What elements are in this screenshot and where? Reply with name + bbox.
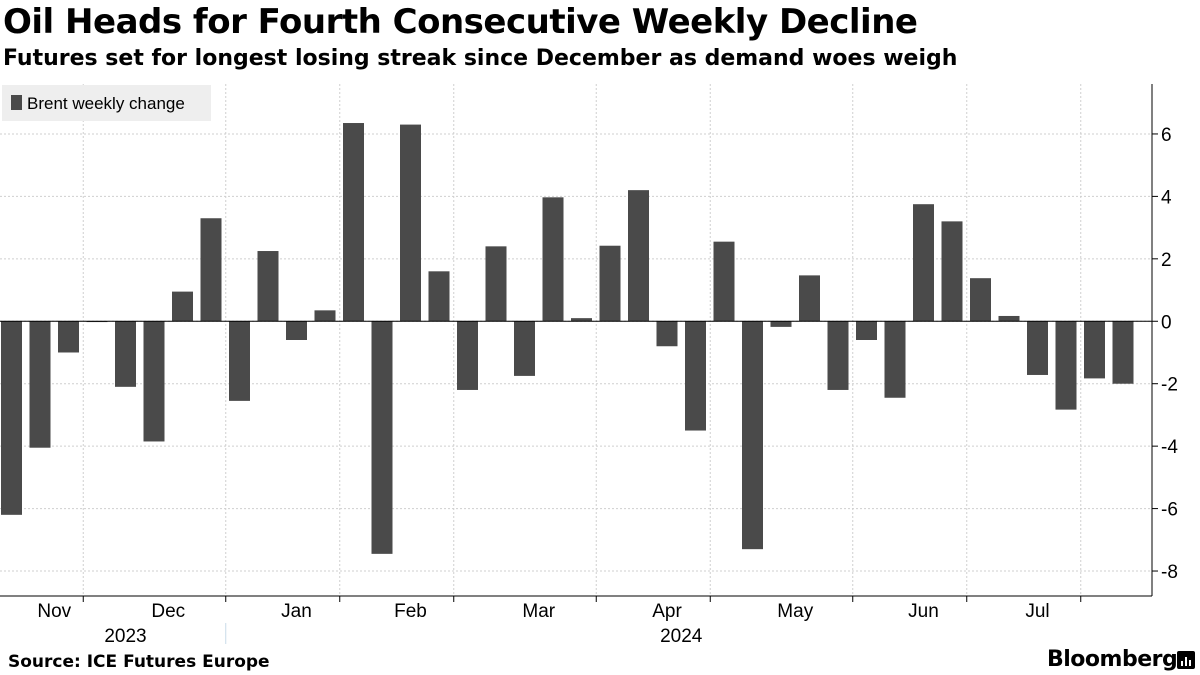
bar [371,321,393,554]
bar [685,321,706,431]
bar [200,218,222,322]
year-label: 2024 [660,626,703,647]
bar [884,321,906,398]
bar [58,321,79,353]
legend-background [2,85,211,121]
bar [1055,321,1077,410]
x-tick-label: Jan [281,601,312,622]
bar [1112,321,1134,384]
bar [998,315,1020,322]
bar [770,321,792,327]
y-tick-label: -6 [1161,500,1178,521]
bar [599,245,621,322]
bar [1027,321,1048,375]
axis-labels: 6 4 2 0 -2 -4 -6 -8 Nov Dec Jan Feb Mar Apr May Jun Jul 2… [37,125,1178,647]
chart-title: Oil Heads for Fourth Consecutive Weekly … [3,2,918,42]
x-tick-label: Nov [37,601,71,622]
x-tick-label: Jun [908,601,939,622]
y-tick-label: -2 [1161,375,1178,396]
bar [742,321,763,550]
axes [0,84,1158,644]
bar [827,321,849,390]
legend-swatch-brent [11,95,22,110]
bar [229,321,250,401]
bars [1,123,1134,554]
x-tick-label: Apr [652,601,682,622]
source-note: Source: ICE Futures Europe [8,652,270,672]
bar [656,321,678,347]
year-label: 2023 [104,626,146,647]
bloomberg-terminal-icon [1177,651,1195,669]
bar [143,321,165,442]
bar [314,310,336,322]
bar [913,204,934,322]
bar [941,221,963,322]
bar [343,123,364,322]
legend: Brent weekly change [2,85,211,121]
x-tick-label: Mar [522,601,555,622]
bar [856,321,877,340]
bar [115,321,136,387]
y-tick-label: 4 [1161,187,1172,208]
bar [457,321,478,390]
bar [257,251,279,322]
chart-subtitle: Futures set for longest losing streak si… [3,46,958,71]
bar [1084,321,1105,379]
bloomberg-logo: Bloomberg [1047,647,1178,672]
y-tick-label: -4 [1161,437,1178,458]
y-tick-label: 0 [1161,312,1172,333]
y-tick-label: -8 [1161,562,1178,583]
bar [400,124,421,322]
x-tick-label: Feb [394,601,427,622]
bar [1,321,22,515]
bar [172,291,193,322]
bar [542,197,564,322]
bar [514,321,535,376]
y-tick-label: 6 [1161,125,1172,146]
bar [970,278,991,322]
bar [713,241,735,322]
x-tick-label: Dec [151,601,185,622]
bar [799,275,820,322]
bar [571,318,592,322]
bar [29,321,51,448]
x-tick-label: Jul [1025,601,1049,622]
legend-label-brent: Brent weekly change [27,94,185,113]
x-tick-label: May [777,601,813,622]
bar [485,246,507,322]
y-tick-label: 2 [1161,250,1172,271]
bar [628,190,649,322]
bar [286,321,307,340]
bar [428,271,450,322]
grid-lines [0,84,1152,596]
